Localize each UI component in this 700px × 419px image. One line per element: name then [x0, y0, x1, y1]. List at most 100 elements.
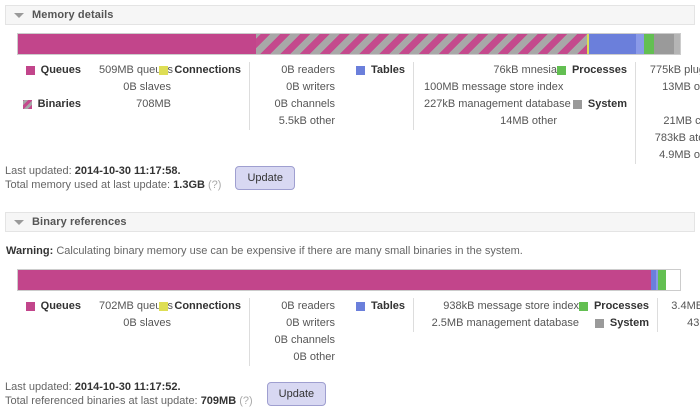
legend-values: 0B readers 0B writers 0B channels 0B other [249, 298, 341, 366]
section-header-binary-references[interactable]: Binary references [5, 212, 695, 232]
legend-key-system: System [585, 315, 649, 332]
legend-keys: Tables [341, 62, 413, 79]
legend-value: 227kB management database [424, 98, 571, 110]
total-binaries-value: 709MB [200, 395, 237, 407]
legend-value: 3.4MB plugins [671, 300, 700, 312]
legend-value: 5.5kB other [278, 115, 335, 127]
legend-value: 21MB code [663, 115, 700, 127]
memory-bar [17, 33, 681, 55]
legend-value: 2.5MB management database [431, 317, 579, 329]
legend-keys: Connections [159, 62, 249, 79]
bar-segment-queues [18, 270, 651, 290]
last-updated-label: Last updated: [5, 381, 72, 393]
binary-warning: Warning: Calculating binary memory use c… [6, 245, 523, 257]
bar-segment-system-code [653, 34, 675, 54]
legend-column: Processes System 3.4MB plugins 436B other [578, 298, 700, 332]
legend-values: 3.4MB plugins 436B other [657, 298, 700, 332]
binary-bar [17, 269, 681, 291]
legend-swatch-icon [355, 66, 365, 75]
chevron-down-icon[interactable] [14, 219, 24, 225]
legend-column: Tables 76kB mnesia 100MB message store ind… [341, 62, 571, 130]
bar-segment-tables [588, 34, 636, 54]
legend-key-label: System [587, 98, 627, 110]
update-button-memory[interactable]: Update [235, 166, 295, 190]
legend-column: Connections 0B readers 0B writers 0B channe… [159, 62, 341, 130]
legend-swatch-icon [556, 66, 566, 75]
binary-footer: Last updated: 2014-10-30 11:17:52. Total… [5, 380, 327, 408]
section-title: Memory details [32, 9, 114, 21]
legend-key-label: Connections [174, 300, 241, 312]
legend-keys: Processes System [578, 298, 657, 332]
legend-column: Processes System 775kB plugins 13MB other 2… [556, 62, 700, 164]
legend-column: Tables 938kB message store index 2.5MB man… [341, 298, 585, 332]
bar-segment-system-other [674, 34, 680, 54]
legend-value: 14MB other [500, 115, 557, 127]
bar-segment-processes [658, 270, 666, 290]
legend-swatch-icon [355, 302, 365, 311]
legend-value: 702MB queues [99, 300, 173, 312]
legend-key-label: Binaries [37, 98, 81, 110]
memory-last-updated: Last updated: 2014-10-30 11:17:58. Total… [5, 164, 221, 192]
legend-value: 0B slaves [123, 81, 171, 93]
last-updated-value: 2014-10-30 11:17:52. [74, 381, 181, 393]
legend-key-label: Processes [571, 64, 627, 76]
legend-key-label: Tables [370, 64, 405, 76]
legend-key-label: Queues [40, 64, 81, 76]
legend-value: 783kB atoms [654, 132, 700, 144]
legend-values: 0B readers 0B writers 0B channels 5.5kB oth… [249, 62, 341, 130]
legend-swatch-icon [159, 302, 169, 311]
legend-values: 509MB queues 0B slaves 708MB [89, 62, 177, 113]
legend-swatch-icon [578, 302, 588, 311]
legend-key-connections: Connections [159, 62, 241, 79]
total-memory-value: 1.3GB [173, 179, 205, 191]
legend-swatch-icon [159, 66, 169, 75]
legend-value: 0B readers [281, 64, 335, 76]
legend-keys: Queues Binaries [17, 62, 89, 113]
legend-swatch-icon [22, 100, 32, 109]
legend-column: Queues 702MB queues 0B slaves [17, 298, 177, 332]
chevron-down-icon[interactable] [14, 12, 24, 18]
legend-key-queues: Queues [17, 298, 81, 315]
binary-last-updated: Last updated: 2014-10-30 11:17:52. Total… [5, 380, 253, 408]
legend-key-processes: Processes [556, 62, 627, 79]
legend-value: 0B writers [286, 81, 335, 93]
legend-key-label: System [609, 317, 649, 329]
legend-key-queues: Queues [17, 62, 81, 79]
legend-key-label: Queues [40, 300, 81, 312]
legend-swatch-icon [572, 100, 582, 109]
legend-value: 0B other [293, 351, 335, 363]
total-memory-label: Total memory used at last update: [5, 179, 171, 191]
last-updated-label: Last updated: [5, 165, 72, 177]
legend-key-binaries: Binaries [17, 96, 81, 113]
bar-segment-queues [18, 34, 257, 54]
legend-key-label: Tables [370, 300, 405, 312]
legend-column: Connections 0B readers 0B writers 0B channe… [159, 298, 341, 366]
legend-keys: Tables [341, 298, 413, 315]
help-icon[interactable]: (?) [239, 395, 253, 407]
total-binaries-label: Total referenced binaries at last update… [5, 395, 198, 407]
bar-segment-tables [651, 270, 656, 290]
legend-value: 436B other [687, 317, 700, 329]
legend-key-label: Connections [174, 64, 241, 76]
legend-keys: Processes System [556, 62, 635, 113]
binary-legend: Queues 702MB queues 0B slaves Connections 0B… [17, 298, 700, 366]
legend-value: 13MB other [662, 81, 700, 93]
legend-key-connections: Connections [159, 298, 241, 315]
update-button-binary[interactable]: Update [266, 382, 327, 406]
legend-swatch-icon [25, 302, 35, 311]
legend-values: 76kB mnesia 100MB message store index 227k… [413, 62, 571, 130]
section-header-memory-details[interactable]: Memory details [5, 5, 695, 25]
legend-value: 0B channels [274, 98, 335, 110]
legend-value: 938kB message store index [443, 300, 579, 312]
help-icon[interactable]: (?) [208, 179, 222, 191]
legend-value [646, 96, 700, 113]
legend-key-tables: Tables [341, 62, 405, 79]
legend-key-tables: Tables [341, 298, 405, 315]
legend-key-label: Processes [593, 300, 649, 312]
legend-keys: Connections [159, 298, 249, 315]
legend-key-processes: Processes [578, 298, 649, 315]
legend-value: 708MB [136, 98, 171, 110]
warning-label: Warning: [6, 245, 54, 257]
legend-value: 4.9MB other [659, 149, 700, 161]
